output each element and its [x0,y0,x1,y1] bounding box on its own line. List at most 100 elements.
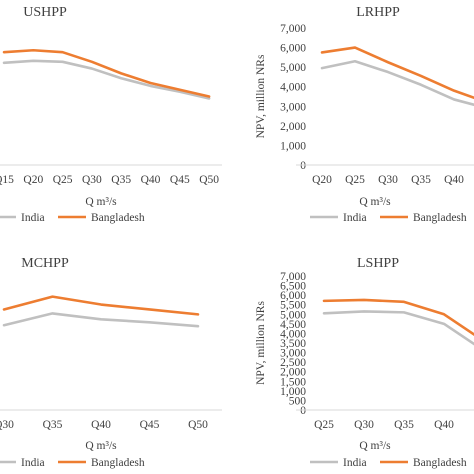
data-point-bangladesh [91,61,93,63]
x-tick-label: Q35 [43,419,63,431]
data-point-india [420,84,422,86]
data-point-india [197,325,199,327]
legend-label: India [21,457,45,469]
data-point-bangladesh [179,89,181,91]
data-point-bangladesh [61,51,63,53]
data-point-india [363,310,365,312]
legend-label: Bangladesh [91,457,145,469]
series-line-bangladesh [322,298,474,336]
x-axis-label: Q m³/s [359,440,391,452]
series-line-india [2,59,211,100]
data-point-india [321,67,323,69]
data-point-bangladesh [3,51,5,53]
x-tick-label: Q30 [82,174,102,186]
data-point-bangladesh [100,303,102,305]
data-point-india [453,98,455,100]
x-tick-label: Q20 [23,174,43,186]
x-tick-label: Q35 [411,174,431,186]
legend-label: Bangladesh [413,212,467,224]
x-tick-label: Q40 [444,174,464,186]
legend-label: India [21,212,45,224]
y-tick-label: 2,000 [280,121,306,133]
data-point-bangladesh [443,313,445,315]
y-tick-label: 2,000 [280,367,306,379]
series-line-bangladesh [2,295,200,316]
y-tick-label: 3,000 [280,348,306,360]
data-point-india [91,67,93,69]
y-tick-label: 1,500 [280,376,306,388]
data-point-bangladesh [363,299,365,301]
y-tick-label: 3,500 [280,338,306,350]
y-axis-label: NPV, million NRs [255,301,267,385]
data-point-bangladesh [197,313,199,315]
data-point-india [149,85,151,87]
x-tick-label: Q35 [111,174,131,186]
data-point-india [323,312,325,314]
panel-title: LRHPP [356,5,400,20]
y-tick-label: 4,000 [280,82,306,94]
data-point-india [148,321,150,323]
x-tick-label: Q50 [199,174,219,186]
y-tick-label: 4,000 [280,328,306,340]
series-line-india [2,312,200,328]
x-axis-label: Q m³/s [85,440,117,452]
x-tick-label: Q15 [0,174,14,186]
y-tick-label: 3,000 [280,101,306,113]
x-tick-label: Q40 [434,419,454,431]
panel-title: MCHPP [21,256,69,271]
x-tick-label: Q25 [314,419,334,431]
panel-title: USHPP [23,5,67,20]
x-tick-label: Q40 [91,419,111,431]
legend-label: India [343,212,367,224]
x-axis-label: Q m³/s [359,196,391,208]
x-tick-label: Q30 [378,174,398,186]
data-point-india [387,71,389,73]
y-tick-label: 7,000 [280,23,306,35]
x-tick-label: Q25 [53,174,73,186]
panel-mchpp: MCHPP Q30 Q35 Q40 Q45 Q50 Q m³/s India Banglades… [0,256,222,469]
data-point-india [32,60,34,62]
y-tick-label: 5,500 [280,300,306,312]
data-point-bangladesh [420,75,422,77]
x-tick-label: Q30 [0,419,14,431]
data-point-india [3,324,5,326]
data-point-bangladesh [51,295,53,297]
y-tick-label: 2,500 [280,357,306,369]
data-point-india [100,318,102,320]
panel-title: LSHPP [357,256,399,271]
y-tick-label: 4,500 [280,319,306,331]
data-point-india [443,323,445,325]
data-point-india [120,77,122,79]
data-point-bangladesh [453,89,455,91]
x-tick-label: Q30 [354,419,374,431]
data-point-india [3,62,5,64]
data-point-india [51,312,53,314]
y-tick-label: 5,000 [280,309,306,321]
data-point-bangladesh [321,51,323,53]
y-tick-label: 0 [300,405,306,417]
data-point-india [61,61,63,63]
x-axis-label: Q m³/s [85,196,117,208]
panel-ushpp: USHPP Q15 Q20 Q25 Q30 Q35 Q40 Q45 Q50 Q m³/s India… [0,5,222,224]
x-tick-label: Q45 [140,419,160,431]
data-point-india [403,311,405,313]
x-tick-label: Q50 [188,419,208,431]
data-point-bangladesh [148,308,150,310]
series-line-bangladesh [2,48,211,98]
data-point-bangladesh [354,46,356,48]
data-point-bangladesh [120,72,122,74]
data-point-bangladesh [32,49,34,51]
y-tick-label: 0 [300,160,306,172]
y-tick-label: 6,000 [280,290,306,302]
y-tick-label: 6,000 [280,43,306,55]
legend-label: Bangladesh [413,457,467,469]
y-tick-label: 5,000 [280,62,306,74]
series-line-bangladesh [320,46,474,100]
y-axis-label: NPV, million NRs [255,54,267,138]
x-tick-label: Q35 [394,419,414,431]
x-tick-label: Q45 [170,174,190,186]
panel-lshpp: LSHPP05001,0001,5002,0002,5003,0003,5004… [255,256,474,469]
y-tick-label: 1,000 [280,140,306,152]
legend-label: India [343,457,367,469]
